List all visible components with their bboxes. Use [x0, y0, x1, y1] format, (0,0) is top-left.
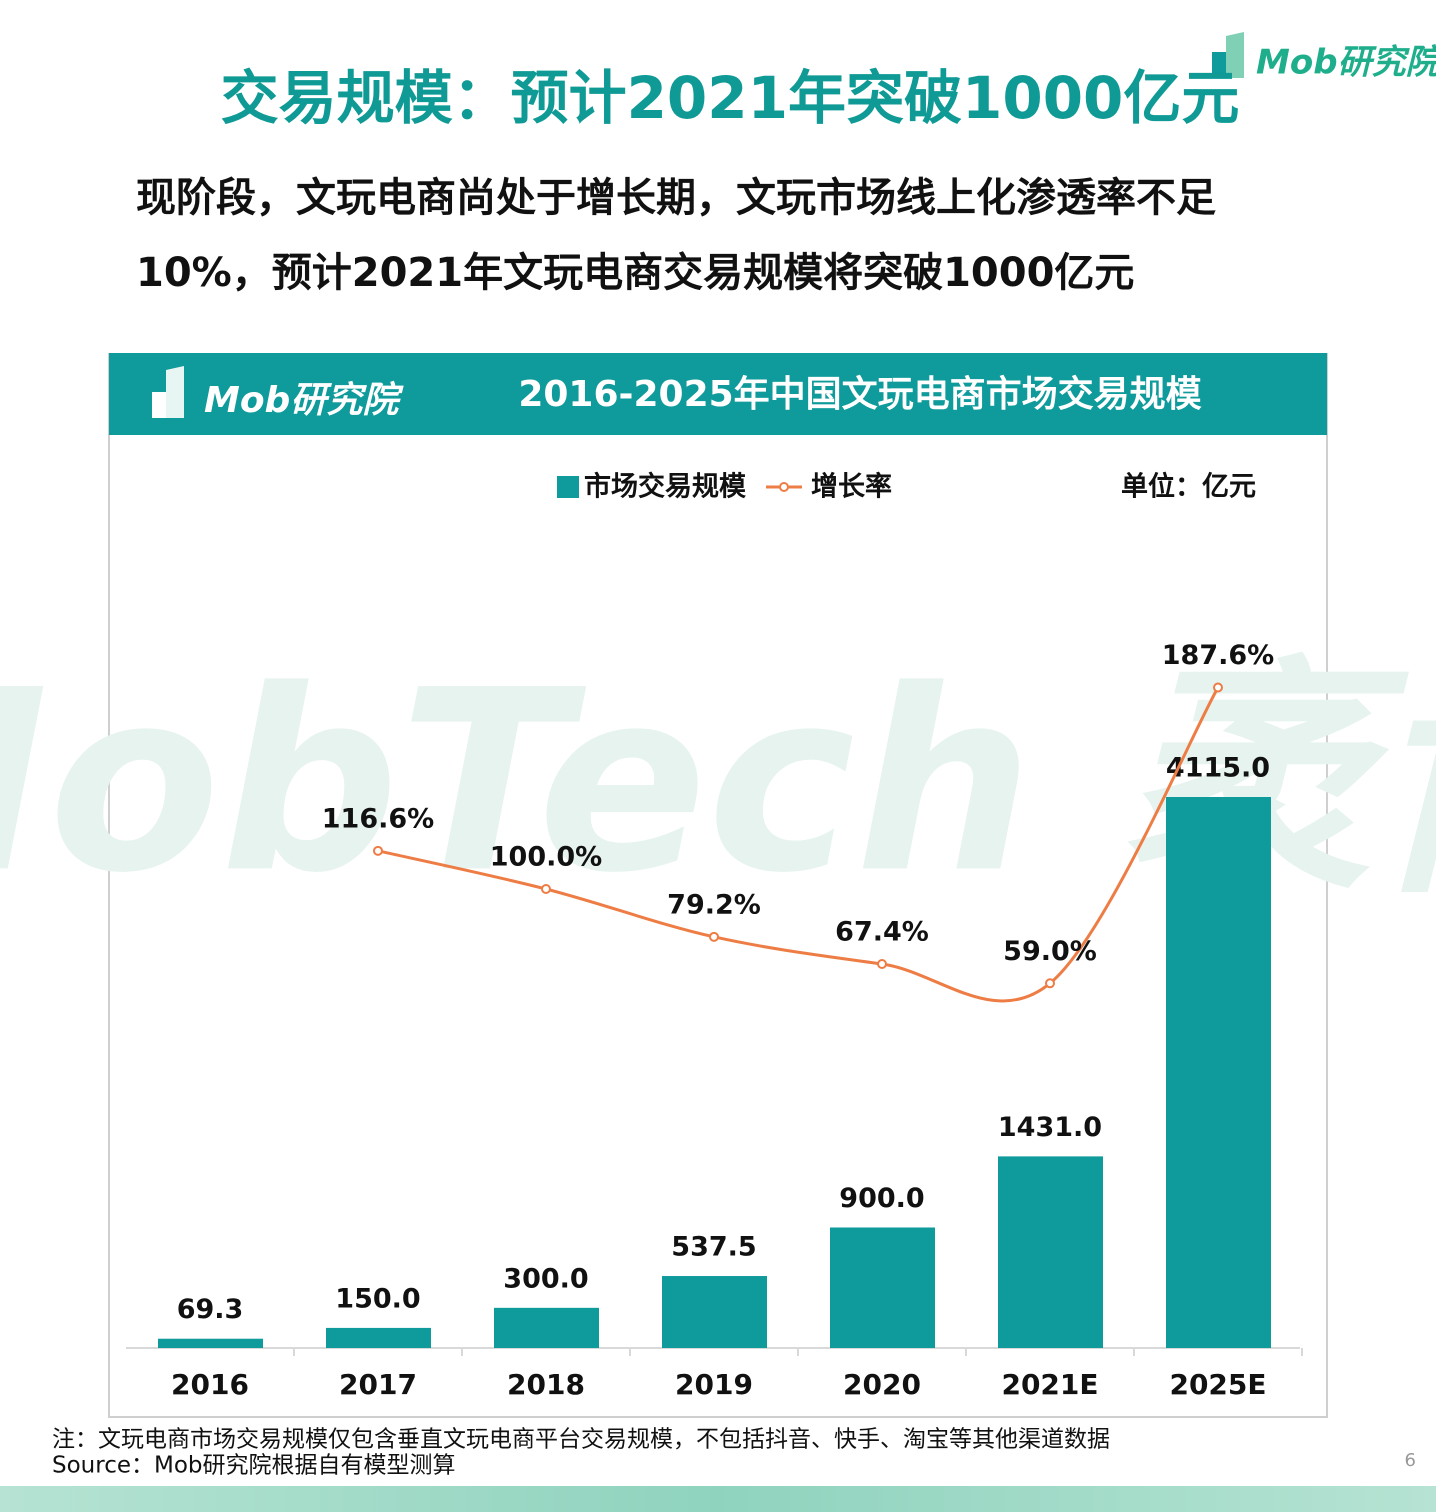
chart-frame: [108, 353, 1328, 1418]
logo-text: Mob研究院: [204, 380, 404, 421]
bar-value-label: 537.5: [671, 1232, 756, 1263]
top-logo: Mob研究院: [1212, 32, 1436, 83]
bar: [158, 1338, 263, 1348]
bar-value-label: 1431.0: [998, 1112, 1102, 1143]
footnote: Source：Mob研究院根据自有模型测算: [52, 1453, 456, 1479]
unit-label: 单位：亿元: [1121, 471, 1256, 503]
x-tick-label: 2019: [675, 1368, 753, 1401]
x-tick-label: 2018: [507, 1368, 585, 1401]
bar-value-label: 150.0: [335, 1283, 420, 1314]
bar-value-label: 69.3: [177, 1294, 244, 1325]
growth-point: [1213, 682, 1223, 693]
growth-value-label: 67.4%: [835, 916, 929, 947]
header-logo: Mob研究院: [152, 366, 404, 421]
growth-value-label: 100.0%: [490, 842, 602, 873]
bar: [494, 1307, 599, 1348]
legend-swatch: [557, 476, 579, 498]
growth-value-label: 187.6%: [1162, 640, 1274, 671]
chart-title: 2016-2025年中国文玩电商市场交易规模: [518, 373, 1201, 415]
x-tick-label: 2016: [171, 1368, 249, 1401]
growth-point: [373, 845, 383, 856]
bar-value-label: 4115.0: [1166, 753, 1270, 784]
growth-value-label: 116.6%: [322, 803, 434, 834]
growth-point: [877, 958, 887, 969]
logo-icon: [166, 366, 184, 418]
x-tick-label: 2021E: [1001, 1368, 1098, 1401]
growth-point: [709, 931, 719, 942]
x-tick-label: 2017: [339, 1368, 417, 1401]
logo-text: Mob研究院: [1256, 43, 1436, 83]
growth-line: [377, 686, 1220, 1003]
bar: [662, 1276, 767, 1348]
logo-icon: [152, 392, 166, 418]
growth-point: [1045, 978, 1055, 989]
legend-label: 市场交易规模: [584, 471, 746, 503]
bar: [998, 1156, 1103, 1348]
legend-label: 增长率: [811, 471, 892, 503]
bar-value-label: 300.0: [503, 1263, 588, 1294]
footnote: 注：文玩电商市场交易规模仅包含垂直文玩电商平台交易规模，不包括抖音、快手、淘宝等…: [52, 1427, 1110, 1453]
logo-icon: [1212, 52, 1226, 78]
plot: 2016 2017 2018 2019 2020 2021E 2025E 69.3 150.0 3…: [158, 471, 1303, 1401]
subtitle: 10%，预计2021年文玩电商交易规模将突破1000亿元: [136, 250, 1134, 296]
x-tick-label: 2025E: [1169, 1368, 1266, 1401]
subtitle: 现阶段，文玩电商尚处于增长期，文玩市场线上化渗透率不足: [136, 175, 1216, 221]
bar: [326, 1327, 431, 1348]
chart-header: [109, 353, 1327, 435]
growth-point: [541, 884, 551, 894]
slide-title: 交易规模：预计2021年突破1000亿元: [221, 64, 1240, 132]
bar: [1166, 797, 1271, 1348]
legend-swatch: [779, 482, 789, 492]
footer-strip: [0, 1486, 1436, 1512]
bar-value-label: 900.0: [839, 1183, 924, 1214]
page-number: 6: [1405, 1450, 1416, 1471]
bar: [830, 1227, 935, 1348]
logo-icon: [1226, 32, 1244, 78]
x-tick-label: 2020: [843, 1368, 921, 1401]
growth-value-label: 79.2%: [667, 889, 761, 920]
growth-value-label: 59.0%: [1003, 936, 1097, 967]
